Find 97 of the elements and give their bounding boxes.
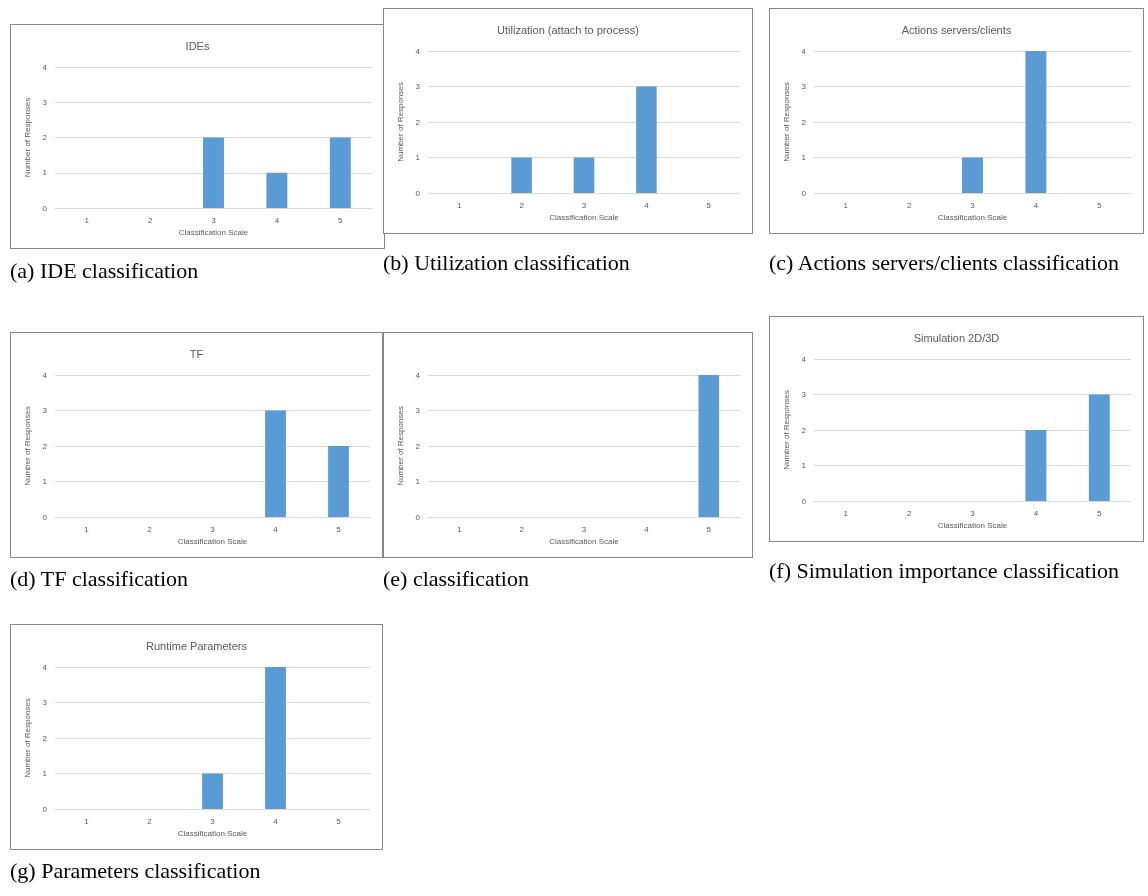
y-tick-label: 0 bbox=[415, 512, 421, 522]
y-tick-label: 4 bbox=[415, 370, 421, 380]
y-tick-label: 4 bbox=[801, 46, 807, 56]
y-tick-label: 0 bbox=[801, 188, 807, 198]
x-tick-label: 2 bbox=[147, 524, 153, 534]
y-tick-label: 4 bbox=[42, 370, 48, 380]
x-tick-label: 4 bbox=[644, 200, 650, 210]
y-tick-label: 1 bbox=[42, 168, 48, 178]
chart-title: Runtime Parameters bbox=[146, 639, 248, 652]
y-tick-label: 2 bbox=[42, 133, 48, 142]
x-tick-label: 5 bbox=[336, 816, 342, 826]
x-tick-label: 5 bbox=[1097, 200, 1103, 210]
x-axis-title: Classification Scale bbox=[549, 537, 620, 547]
y-tick-label: 1 bbox=[415, 153, 421, 162]
x-tick-label: 2 bbox=[519, 200, 525, 210]
y-tick-label: 0 bbox=[801, 496, 807, 506]
y-tick-label: 1 bbox=[801, 461, 807, 470]
y-tick-label: 2 bbox=[801, 117, 807, 127]
x-tick-label: 1 bbox=[84, 524, 90, 534]
x-tick-label: 1 bbox=[84, 816, 90, 826]
y-tick-label: 0 bbox=[42, 804, 48, 814]
x-axis-title: Classification Scale bbox=[177, 537, 248, 547]
y-tick-label: 0 bbox=[415, 188, 421, 198]
x-axis-title: Classification Scale bbox=[549, 213, 620, 223]
chart-title: TF bbox=[189, 347, 204, 360]
y-tick-label: 3 bbox=[415, 82, 421, 91]
y-tick-label: 3 bbox=[801, 390, 807, 399]
y-tick-label: 1 bbox=[415, 477, 421, 486]
x-tick-label: 1 bbox=[456, 524, 462, 534]
y-tick-label: 1 bbox=[42, 769, 48, 778]
text: (g) Parameters classification bbox=[10, 858, 262, 884]
y-tick-label: 0 bbox=[42, 203, 48, 213]
x-axis-title: Classification Scale bbox=[177, 829, 248, 839]
y-tick-label: 2 bbox=[801, 425, 807, 435]
x-tick-label: 5 bbox=[1097, 508, 1103, 518]
x-tick-label: 4 bbox=[1033, 200, 1039, 210]
y-tick-label: 3 bbox=[415, 406, 421, 415]
y-axis-title: Number of Responses bbox=[23, 406, 33, 486]
text: (b) Utilization classification bbox=[383, 250, 631, 276]
y-tick-label: 2 bbox=[42, 733, 48, 743]
y-axis-title: Number of Responses bbox=[782, 390, 792, 470]
y-tick-label: 2 bbox=[415, 117, 421, 127]
x-tick-label: 3 bbox=[970, 508, 976, 518]
x-axis-title: Classification Scale bbox=[178, 228, 249, 238]
text: (e) classification bbox=[383, 566, 530, 592]
chart-title: Utilization (attach to process) bbox=[497, 23, 639, 36]
x-tick-label: 3 bbox=[211, 215, 217, 225]
y-tick-label: 3 bbox=[801, 82, 807, 91]
y-tick-label: 4 bbox=[801, 354, 807, 364]
x-tick-label: 1 bbox=[843, 200, 849, 210]
x-axis-title: Classification Scale bbox=[937, 521, 1008, 531]
x-tick-label: 4 bbox=[273, 524, 279, 534]
text: (d) TF classification bbox=[10, 566, 189, 592]
x-tick-label: 1 bbox=[456, 200, 462, 210]
x-tick-label: 4 bbox=[273, 816, 279, 826]
chart-title: IDEs bbox=[185, 39, 210, 52]
y-axis-title: Number of Responses bbox=[782, 82, 792, 162]
x-tick-label: 3 bbox=[970, 200, 976, 210]
x-tick-label: 5 bbox=[338, 215, 344, 225]
x-tick-label: 2 bbox=[519, 524, 525, 534]
x-axis-title: Classification Scale bbox=[937, 213, 1008, 223]
y-tick-label: 1 bbox=[801, 153, 807, 162]
x-tick-label: 4 bbox=[274, 215, 280, 225]
x-tick-label: 5 bbox=[706, 200, 712, 210]
x-tick-label: 4 bbox=[644, 524, 650, 534]
x-tick-label: 1 bbox=[84, 215, 90, 225]
text: (f) Simulation importance classification bbox=[769, 558, 1121, 584]
y-tick-label: 3 bbox=[42, 698, 48, 707]
y-tick-label: 0 bbox=[42, 512, 48, 522]
text: (c) Actions servers/clients classification bbox=[769, 250, 1121, 276]
text: (a) IDE classification bbox=[10, 258, 199, 283]
x-tick-label: 1 bbox=[843, 508, 849, 518]
y-tick-label: 4 bbox=[42, 62, 48, 72]
x-tick-label: 3 bbox=[581, 200, 587, 210]
x-tick-label: 2 bbox=[147, 816, 153, 826]
y-axis-title: Number of Responses bbox=[23, 698, 33, 778]
x-tick-label: 3 bbox=[210, 524, 216, 534]
x-tick-label: 3 bbox=[581, 524, 587, 534]
y-tick-label: 4 bbox=[415, 46, 421, 56]
y-tick-label: 1 bbox=[42, 477, 48, 486]
x-tick-label: 3 bbox=[210, 816, 216, 826]
chart-title: Simulation 2D/3D bbox=[913, 331, 1000, 344]
y-tick-label: 3 bbox=[42, 406, 48, 415]
y-tick-label: 2 bbox=[415, 441, 421, 451]
x-tick-label: 2 bbox=[906, 200, 912, 210]
y-axis-title: Number of Responses bbox=[396, 406, 406, 486]
x-tick-label: 5 bbox=[336, 524, 342, 534]
x-tick-label: 5 bbox=[706, 524, 712, 534]
x-tick-label: 2 bbox=[906, 508, 912, 518]
y-tick-label: 2 bbox=[42, 441, 48, 451]
y-tick-label: 3 bbox=[42, 97, 48, 107]
y-tick-label: 4 bbox=[42, 662, 48, 672]
x-tick-label: 4 bbox=[1033, 508, 1039, 518]
y-axis-title: Number of Responses bbox=[23, 97, 33, 178]
chart-title: Actions servers/clients bbox=[901, 23, 1012, 36]
x-tick-label: 2 bbox=[147, 215, 153, 225]
y-axis-title: Number of Responses bbox=[396, 82, 406, 162]
